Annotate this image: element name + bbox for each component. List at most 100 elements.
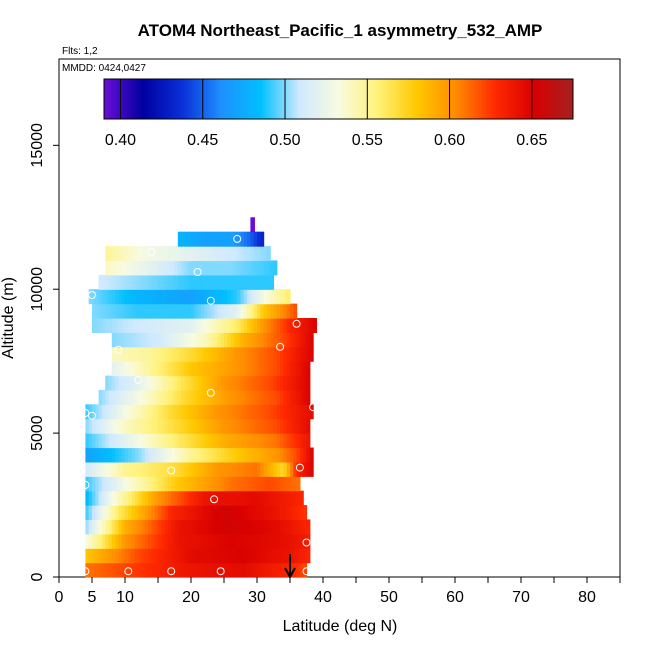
heatmap-cell <box>177 231 182 247</box>
heatmap-cell <box>217 433 222 449</box>
x-tick-label: 0 <box>55 589 64 606</box>
heatmap-cell <box>263 389 268 405</box>
heatmap-cell <box>217 519 222 535</box>
heatmap-cell <box>138 318 143 333</box>
heatmap-cell <box>174 548 179 564</box>
heatmap-cell <box>290 303 294 319</box>
heatmap-cell <box>184 361 189 377</box>
heatmap-cell <box>167 476 172 492</box>
heatmap-cell <box>273 418 278 434</box>
heatmap-cell <box>164 332 169 348</box>
heatmap-cell <box>230 404 235 420</box>
heatmap-cell <box>200 375 205 391</box>
heatmap-cell <box>92 318 96 333</box>
heatmap-cell <box>88 519 93 535</box>
heatmap-cell <box>296 476 301 492</box>
heatmap-cell <box>260 231 265 247</box>
heatmap-cell <box>148 548 152 564</box>
heatmap-cell <box>108 318 113 333</box>
heatmap-cell <box>230 274 235 290</box>
heatmap-cell <box>286 548 291 564</box>
heatmap-cell <box>283 332 288 348</box>
heatmap-cell <box>154 562 159 578</box>
heatmap-cell <box>181 505 185 521</box>
heatmap-cell <box>257 318 261 333</box>
heatmap-cell <box>200 332 205 348</box>
heatmap-cell <box>184 375 189 391</box>
heatmap-cell <box>131 274 136 290</box>
heatmap-cell <box>184 303 189 319</box>
heatmap-cell <box>204 389 209 405</box>
heatmap-cell <box>286 404 291 420</box>
heatmap-cell <box>98 476 103 492</box>
heatmap-cell <box>184 346 189 362</box>
heatmap-cell <box>158 433 162 449</box>
heatmap-cell <box>191 548 195 564</box>
heatmap-cell <box>280 361 284 377</box>
heatmap-cell <box>230 447 235 463</box>
heatmap-cell <box>158 361 162 377</box>
heatmap-cell <box>98 404 103 420</box>
heatmap-cell <box>280 505 284 521</box>
heatmap-cell <box>243 404 248 420</box>
heatmap-cell <box>214 260 218 276</box>
heatmap-cell <box>161 519 166 535</box>
heatmap-cell <box>240 361 245 377</box>
heatmap-cell <box>174 303 179 319</box>
plot-area: MMDD: 0424,0427 0.40 0.45 0.50 0.55 0.60 0.65 <box>58 58 621 580</box>
heatmap-cell <box>171 318 176 333</box>
heatmap-cell <box>217 490 222 506</box>
heatmap-cell <box>141 562 146 578</box>
heatmap-cell <box>299 418 304 434</box>
heatmap-cell <box>273 346 278 362</box>
sample-point <box>295 463 304 472</box>
heatmap-cell <box>260 389 265 405</box>
heatmap-cell <box>191 505 195 521</box>
heatmap-cell <box>101 274 106 290</box>
heatmap-cell <box>230 246 235 262</box>
heatmap-cell <box>154 303 159 319</box>
heatmap-cell <box>217 346 222 362</box>
heatmap-cell <box>105 490 110 506</box>
heatmap-cell <box>161 346 166 362</box>
heatmap-cell <box>253 231 258 247</box>
heatmap-cell <box>247 303 251 319</box>
heatmap-cell <box>303 375 308 391</box>
heatmap-cell <box>214 375 218 391</box>
heatmap-cell <box>108 476 113 492</box>
heatmap-cell <box>224 418 228 434</box>
heatmap-cell <box>293 490 298 506</box>
heatmap-cell <box>95 461 100 477</box>
heatmap-cell <box>230 418 235 434</box>
heatmap-cell <box>299 332 304 348</box>
heatmap-cell <box>105 476 110 492</box>
heatmap-cell <box>144 346 149 362</box>
heatmap-cell <box>197 476 202 492</box>
heatmap-cell <box>121 533 126 549</box>
heatmap-cell <box>286 562 291 578</box>
heatmap-cell <box>217 361 222 377</box>
heatmap-cell <box>95 519 100 535</box>
heatmap-cell <box>233 389 238 405</box>
heatmap-cell <box>253 289 258 305</box>
heatmap-cell <box>105 260 110 276</box>
heatmap-cell <box>224 246 228 262</box>
heatmap-cell <box>200 418 205 434</box>
heatmap-cell <box>161 274 166 290</box>
heatmap-cell <box>283 289 288 305</box>
heatmap-cell <box>181 433 185 449</box>
heatmap-cell <box>92 476 96 492</box>
heatmap-cell <box>260 303 265 319</box>
heatmap-cell <box>171 375 176 391</box>
heatmap-cell <box>233 519 238 535</box>
heatmap-cell <box>200 361 205 377</box>
heatmap-cell <box>151 303 156 319</box>
heatmap-cell <box>247 505 251 521</box>
heatmap-cell <box>309 318 314 333</box>
heatmap-cell <box>293 318 298 333</box>
heatmap-cell <box>227 332 232 348</box>
heatmap-cell <box>233 231 238 247</box>
heatmap-cell <box>134 389 139 405</box>
heatmap-cell <box>296 533 301 549</box>
heatmap-cell <box>148 404 152 420</box>
